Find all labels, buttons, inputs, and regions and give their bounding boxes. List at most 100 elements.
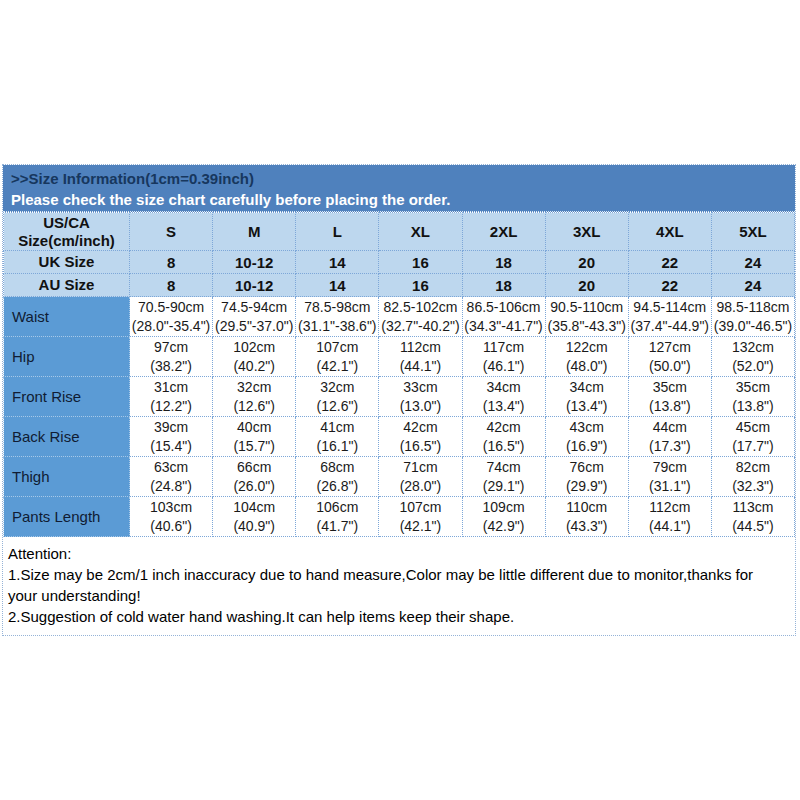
measurement-cell-pants-length-4xl: 112cm(44.1") bbox=[628, 497, 711, 537]
measurement-cell-hip-5xl: 132cm(52.0") bbox=[711, 337, 794, 377]
measurement-inch-value: (35.8"-43.3") bbox=[546, 317, 628, 336]
size-col-header-xl: XL bbox=[379, 213, 462, 251]
attention-line-2: 2.Suggestion of cold water hand washing.… bbox=[8, 606, 785, 627]
measurement-cell-thigh-xl: 71cm(28.0") bbox=[379, 457, 462, 497]
au-size-row-cell: 22 bbox=[628, 274, 711, 297]
uk-size-row-cell: 20 bbox=[545, 251, 628, 274]
measurement-cell-back-rise-xl: 42cm(16.5") bbox=[379, 417, 462, 457]
measurement-cell-thigh-2xl: 74cm(29.1") bbox=[462, 457, 545, 497]
measurement-inch-value: (12.2") bbox=[130, 397, 212, 416]
measurement-cell-thigh-m: 66cm(26.0") bbox=[213, 457, 296, 497]
measurement-cm-value: 82cm bbox=[712, 458, 794, 477]
measurement-cell-back-rise-5xl: 45cm(17.7") bbox=[711, 417, 794, 457]
measurement-cm-value: 94.5-114cm bbox=[629, 298, 711, 317]
measurement-label-waist: Waist bbox=[4, 297, 130, 337]
size-chart-body: Waist70.5-90cm(28.0"-35.4")74.5-94cm(29.… bbox=[4, 297, 795, 537]
measurement-cm-value: 106cm bbox=[296, 498, 378, 517]
uk-size-row-cell: 18 bbox=[462, 251, 545, 274]
measurement-inch-value: (32.3") bbox=[712, 477, 794, 496]
measurement-cell-waist-5xl: 98.5-118cm(39.0"-46.5") bbox=[711, 297, 794, 337]
measurement-cm-value: 112cm bbox=[629, 498, 711, 517]
measurement-cell-hip-3xl: 122cm(48.0") bbox=[545, 337, 628, 377]
measurement-inch-value: (12.6") bbox=[296, 397, 378, 416]
measurement-inch-value: (40.2") bbox=[213, 357, 295, 376]
measurement-cm-value: 44cm bbox=[629, 418, 711, 437]
measurement-inch-value: (43.3") bbox=[546, 517, 628, 536]
measurement-cm-value: 35cm bbox=[712, 378, 794, 397]
au-size-row-cell: 24 bbox=[711, 274, 794, 297]
measurement-inch-value: (42.1") bbox=[379, 517, 461, 536]
measurement-cell-front-rise-2xl: 34cm(13.4") bbox=[462, 377, 545, 417]
measurement-label-front-rise: Front Rise bbox=[4, 377, 130, 417]
measurement-cm-value: 40cm bbox=[213, 418, 295, 437]
uk-size-row-cell: 22 bbox=[628, 251, 711, 274]
measurement-cm-value: 90.5-110cm bbox=[546, 298, 628, 317]
measurement-inch-value: (16.1") bbox=[296, 437, 378, 456]
measurement-inch-value: (44.5") bbox=[712, 517, 794, 536]
measurement-inch-value: (28.0") bbox=[379, 477, 461, 496]
measurement-cell-front-rise-5xl: 35cm(13.8") bbox=[711, 377, 794, 417]
measurement-inch-value: (28.0"-35.4") bbox=[130, 317, 212, 336]
measurement-inch-value: (40.6") bbox=[130, 517, 212, 536]
measurement-cell-thigh-s: 63cm(24.8") bbox=[130, 457, 213, 497]
measurement-row-front-rise: Front Rise31cm(12.2")32cm(12.6")32cm(12.… bbox=[4, 377, 795, 417]
measurement-cm-value: 43cm bbox=[546, 418, 628, 437]
measurement-cm-value: 98.5-118cm bbox=[712, 298, 794, 317]
measurement-row-back-rise: Back Rise39cm(15.4")40cm(15.7")41cm(16.1… bbox=[4, 417, 795, 457]
size-chart-header: US/CA Size(cm/inch)SMLXL2XL3XL4XL5XLUK S… bbox=[4, 213, 795, 297]
au-size-row-label: AU Size bbox=[4, 274, 130, 297]
measurement-inch-value: (15.7") bbox=[213, 437, 295, 456]
measurement-cell-pants-length-s: 103cm(40.6") bbox=[130, 497, 213, 537]
au-size-row-cell: 14 bbox=[296, 274, 379, 297]
measurement-inch-value: (16.5") bbox=[379, 437, 461, 456]
measurement-cm-value: 63cm bbox=[130, 458, 212, 477]
measurement-cm-value: 110cm bbox=[546, 498, 628, 517]
measurement-cm-value: 102cm bbox=[213, 338, 295, 357]
uk-size-row-cell: 24 bbox=[711, 251, 794, 274]
measurement-inch-value: (31.1") bbox=[629, 477, 711, 496]
measurement-inch-value: (42.1") bbox=[296, 357, 378, 376]
measurement-cell-front-rise-s: 31cm(12.2") bbox=[130, 377, 213, 417]
size-chart-table: US/CA Size(cm/inch)SMLXL2XL3XL4XL5XLUK S… bbox=[3, 212, 795, 537]
measurement-inch-value: (38.2") bbox=[130, 357, 212, 376]
measurement-cm-value: 79cm bbox=[629, 458, 711, 477]
measurement-cm-value: 107cm bbox=[379, 498, 461, 517]
measurement-cell-hip-l: 107cm(42.1") bbox=[296, 337, 379, 377]
measurement-cm-value: 34cm bbox=[546, 378, 628, 397]
measurement-cell-pants-length-5xl: 113cm(44.5") bbox=[711, 497, 794, 537]
measurement-label-back-rise: Back Rise bbox=[4, 417, 130, 457]
measurement-cm-value: 82.5-102cm bbox=[379, 298, 461, 317]
measurement-cell-waist-3xl: 90.5-110cm(35.8"-43.3") bbox=[545, 297, 628, 337]
uk-size-row-label: UK Size bbox=[4, 251, 130, 274]
attention-line-1: 1.Size may be 2cm/1 inch inaccuracy due … bbox=[8, 564, 785, 606]
measurement-cm-value: 31cm bbox=[130, 378, 212, 397]
size-info-banner: >>Size Information(1cm=0.39inch) Please … bbox=[3, 165, 795, 212]
measurement-cell-waist-2xl: 86.5-106cm(34.3"-41.7") bbox=[462, 297, 545, 337]
measurement-row-thigh: Thigh63cm(24.8")66cm(26.0")68cm(26.8")71… bbox=[4, 457, 795, 497]
uk-size-row-cell: 10-12 bbox=[213, 251, 296, 274]
measurement-cell-back-rise-m: 40cm(15.7") bbox=[213, 417, 296, 457]
measurement-inch-value: (12.6") bbox=[213, 397, 295, 416]
measurement-inch-value: (41.7") bbox=[296, 517, 378, 536]
measurement-cell-waist-s: 70.5-90cm(28.0"-35.4") bbox=[130, 297, 213, 337]
measurement-inch-value: (44.1") bbox=[629, 517, 711, 536]
measurement-inch-value: (48.0") bbox=[546, 357, 628, 376]
measurement-cm-value: 74.5-94cm bbox=[213, 298, 295, 317]
measurement-inch-value: (13.8") bbox=[712, 397, 794, 416]
measurement-inch-value: (50.0") bbox=[629, 357, 711, 376]
measurement-inch-value: (42.9") bbox=[463, 517, 545, 536]
measurement-cm-value: 107cm bbox=[296, 338, 378, 357]
measurement-cm-value: 66cm bbox=[213, 458, 295, 477]
au-size-row: AU Size810-12141618202224 bbox=[4, 274, 795, 297]
measurement-inch-value: (46.1") bbox=[463, 357, 545, 376]
uk-size-row-cell: 14 bbox=[296, 251, 379, 274]
measurement-inch-value: (52.0") bbox=[712, 357, 794, 376]
measurement-cell-waist-l: 78.5-98cm(31.1"-38.6") bbox=[296, 297, 379, 337]
measurement-inch-value: (17.7") bbox=[712, 437, 794, 456]
measurement-cell-front-rise-4xl: 35cm(13.8") bbox=[628, 377, 711, 417]
size-col-header-4xl: 4XL bbox=[628, 213, 711, 251]
measurement-cell-pants-length-xl: 107cm(42.1") bbox=[379, 497, 462, 537]
measurement-cm-value: 68cm bbox=[296, 458, 378, 477]
measurement-cell-waist-4xl: 94.5-114cm(37.4"-44.9") bbox=[628, 297, 711, 337]
measurement-cm-value: 45cm bbox=[712, 418, 794, 437]
